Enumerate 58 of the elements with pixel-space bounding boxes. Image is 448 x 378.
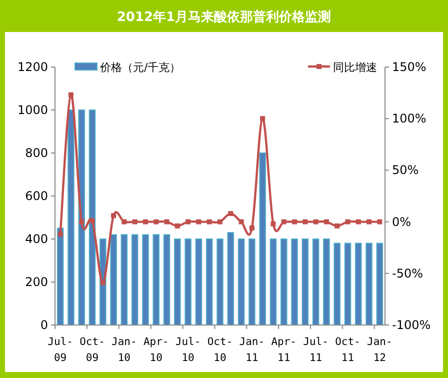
point: [68, 92, 74, 98]
y2-tick-label: 150%: [392, 60, 426, 74]
point: [281, 219, 286, 224]
y-tick-label: 0: [40, 318, 48, 332]
point: [345, 219, 350, 224]
y2-tick-label: -100%: [392, 318, 431, 332]
y-tick-label: 600: [25, 189, 48, 203]
point: [174, 223, 180, 228]
point: [206, 219, 212, 224]
y-tick-label: 200: [25, 275, 48, 289]
x-tick-label: Jan-12: [367, 336, 392, 364]
point: [90, 218, 95, 224]
x-tick-label: Jul-10: [175, 336, 201, 364]
x-tick-label: Jan-11: [239, 336, 265, 364]
y-tick-label: 800: [25, 146, 48, 160]
point: [228, 211, 234, 216]
point: [366, 219, 372, 224]
point: [186, 219, 191, 224]
point: [313, 219, 318, 224]
y-tick-label: 1000: [17, 103, 48, 117]
point: [238, 219, 244, 224]
y-tick-label: 1200: [17, 60, 48, 74]
x-tick-label: Oct-10: [207, 336, 233, 364]
point: [164, 219, 170, 224]
x-tick-label: Jul-09: [48, 336, 73, 364]
point: [377, 219, 382, 224]
point: [292, 219, 298, 224]
legend-label: 同比增速: [333, 61, 377, 74]
point: [334, 223, 340, 228]
title: 2012年1月马来酸依那普利价格监测: [116, 10, 332, 25]
y2-tick-label: 50%: [392, 163, 419, 178]
x-tick-label: Jan-10: [112, 336, 137, 364]
point: [79, 219, 84, 224]
point: [122, 219, 127, 224]
x-tick-label: Apr-10: [143, 336, 169, 364]
x-tick-label: Oct-11: [335, 336, 360, 364]
y2-tick-label: 0%: [392, 214, 412, 229]
point: [154, 219, 159, 224]
point: [100, 280, 106, 286]
point: [324, 219, 329, 224]
point: [196, 219, 202, 224]
x-tick-label: Jul-11: [303, 336, 328, 364]
point: [132, 219, 138, 224]
legend-label: 价格（元/千克）: [99, 61, 181, 74]
y-tick-label: 400: [25, 232, 48, 246]
y2-tick-label: -50%: [392, 266, 424, 280]
x-tick-label: Oct-09: [80, 336, 105, 364]
point: [111, 213, 116, 218]
point: [356, 219, 361, 224]
x-tick-label: Apr-11: [271, 336, 297, 364]
point: [142, 219, 148, 224]
point: [249, 225, 254, 230]
point: [302, 219, 308, 224]
point: [260, 116, 266, 122]
point: [218, 219, 222, 224]
point: [270, 221, 276, 226]
point: [58, 232, 63, 237]
y2-tick-label: 100%: [392, 112, 426, 126]
